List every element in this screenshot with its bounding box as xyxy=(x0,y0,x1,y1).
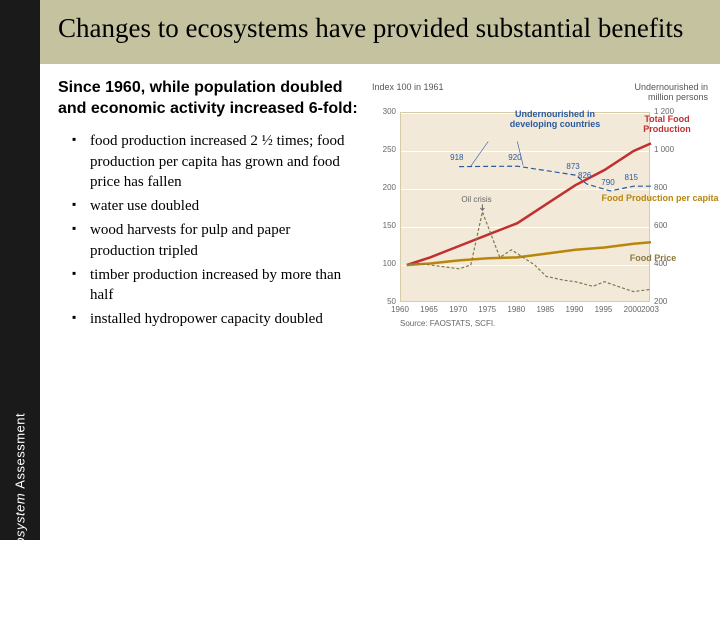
chart-container: Index 100 in 1961 Undernourished in mill… xyxy=(368,82,708,342)
intro-text: Since 1960, while population doubled and… xyxy=(58,78,358,120)
x-tick: 1965 xyxy=(420,305,438,314)
bullet-item: timber production increased by more than… xyxy=(76,265,358,306)
data-label: 918 xyxy=(450,153,463,162)
y-tick-right: 800 xyxy=(654,183,667,192)
gridline xyxy=(401,303,649,304)
oil-crisis-arrow xyxy=(480,204,484,210)
brand-word-2: Ecosystem xyxy=(13,489,28,561)
content-row: Since 1960, while population doubled and… xyxy=(40,64,720,540)
bullet-list: food production increased 2 ½ times; foo… xyxy=(58,131,358,329)
y-tick-left: 200 xyxy=(376,183,396,192)
y-tick-left: 300 xyxy=(376,107,396,116)
y-tick-right: 600 xyxy=(654,221,667,230)
data-label: 815 xyxy=(625,173,638,182)
x-tick: 2003 xyxy=(641,305,659,314)
bullet-item: installed hydropower capacity doubled xyxy=(76,309,358,329)
right-axis-title-text: Undernourished in million persons xyxy=(634,82,708,102)
data-label: 790 xyxy=(601,178,614,187)
chart-column: Index 100 in 1961 Undernourished in mill… xyxy=(368,78,708,530)
right-axis-title: Undernourished in million persons xyxy=(618,82,708,102)
text-column: Since 1960, while population doubled and… xyxy=(58,78,358,530)
data-label: 920 xyxy=(508,153,521,162)
bullet-item: water use doubled xyxy=(76,196,358,216)
series-label-total_food: Total Food Production xyxy=(632,115,702,135)
x-tick: 2000 xyxy=(624,305,642,314)
left-axis-title: Index 100 in 1961 xyxy=(372,82,444,92)
chart-lines xyxy=(401,113,651,303)
x-tick: 1990 xyxy=(566,305,584,314)
brand-text: Millennium Ecosystem Assessment xyxy=(13,413,28,632)
brand-word-1: Millennium xyxy=(13,561,28,632)
series-undernourished xyxy=(459,166,651,191)
slide-title: Changes to ecosystems have provided subs… xyxy=(58,12,702,46)
y-tick-left: 100 xyxy=(376,259,396,268)
data-label: 826 xyxy=(578,171,591,180)
y-tick-left: 150 xyxy=(376,221,396,230)
main-content: Changes to ecosystems have provided subs… xyxy=(40,0,720,540)
series-label-undernourished: Undernourished in developing countries xyxy=(500,110,610,130)
series-per_capita xyxy=(407,242,651,265)
series-label-per_capita: Food Production per capita xyxy=(600,194,720,204)
bullet-item: food production increased 2 ½ times; foo… xyxy=(76,131,358,192)
brand-word-3: Assessment xyxy=(13,413,28,489)
bullet-item: wood harvests for pulp and paper product… xyxy=(76,220,358,261)
left-brand-bar: Millennium Ecosystem Assessment xyxy=(0,0,40,540)
x-tick: 1980 xyxy=(507,305,525,314)
x-tick: 1995 xyxy=(595,305,613,314)
chart-source: Source: FAOSTATS, SCFI. xyxy=(400,319,495,328)
title-bar: Changes to ecosystems have provided subs… xyxy=(40,0,720,64)
y-tick-left: 250 xyxy=(376,145,396,154)
plot-area xyxy=(400,112,650,302)
y-tick-right: 1 000 xyxy=(654,145,674,154)
x-tick: 1975 xyxy=(478,305,496,314)
x-tick: 1960 xyxy=(391,305,409,314)
data-label: 873 xyxy=(566,162,579,171)
oil-crisis-label: Oil crisis xyxy=(461,195,491,204)
series-label-price: Food Price xyxy=(618,254,688,264)
x-tick: 1985 xyxy=(536,305,554,314)
x-tick: 1970 xyxy=(449,305,467,314)
